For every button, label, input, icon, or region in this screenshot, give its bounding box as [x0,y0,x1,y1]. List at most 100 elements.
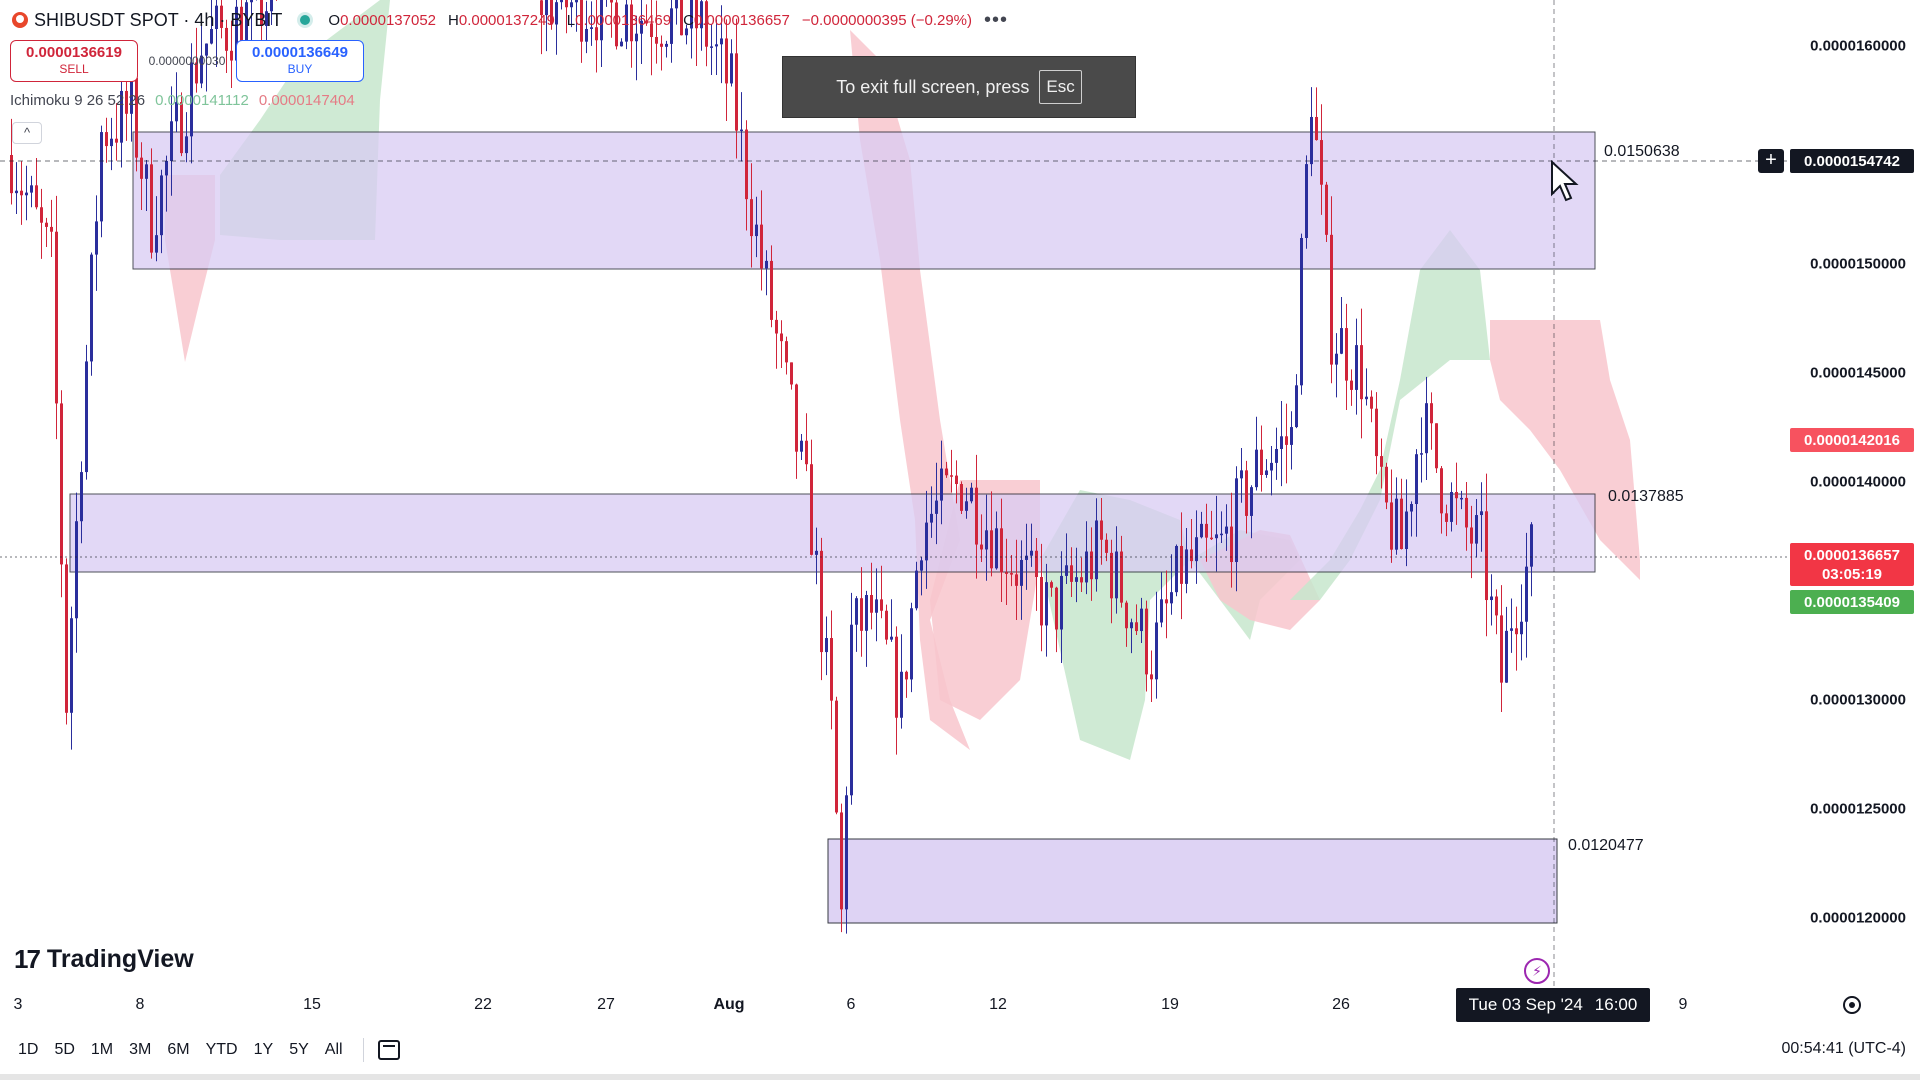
candle-body [1320,140,1323,185]
candle-body [880,599,883,611]
candle-body [930,513,933,523]
candle-body [150,164,153,253]
candle-body [1260,449,1263,475]
indicator-legend[interactable]: Ichimoku 9 26 52 26 0.0000141112 0.00001… [10,92,355,109]
candle-body [1310,116,1313,165]
candle-body [855,598,858,625]
candle-body [1115,551,1118,599]
candle-body [110,138,113,147]
candle-body [1280,436,1283,449]
time-axis[interactable]: Tue 03 Sep '24 16:00 3 8 15 22 27 Aug 6 12 19 26 9 [0,988,1920,1024]
more-icon[interactable]: ••• [984,8,1009,31]
candle-body [1460,497,1463,500]
bottom-divider [0,1074,1920,1080]
candle-body [1010,573,1013,575]
range-button-1d[interactable]: 1D [18,1041,39,1058]
candle-body [1055,587,1058,630]
candle-body [165,160,168,176]
candle-body [1355,345,1358,390]
calendar-range-icon[interactable] [377,1040,400,1060]
price-chart[interactable] [0,0,1788,988]
candle-body [870,595,873,613]
candle-body [1380,456,1383,467]
range-button-5y[interactable]: 5Y [289,1041,309,1058]
candle-body [945,468,948,476]
candle-body [1190,549,1193,562]
candle-body [800,440,803,452]
candle-body [590,27,593,29]
buy-button[interactable]: 0.0000136649 BUY [236,40,364,82]
candle-body [1350,380,1353,390]
candle-body [1410,504,1413,512]
collapse-icon[interactable]: ^ [12,122,42,144]
range-button-6m[interactable]: 6M [167,1041,190,1058]
candle-body [1445,513,1448,522]
candle-body [690,0,693,29]
range-button-5d[interactable]: 5D [54,1041,75,1058]
toolbar-divider [362,1038,364,1062]
crosshair-date: Tue 03 Sep '24 [1468,995,1583,1014]
candle-body [905,671,908,680]
range-button-1m[interactable]: 1M [90,1041,114,1058]
candle-body [795,384,798,452]
sell-button[interactable]: 0.0000136619 SELL [10,40,138,82]
candle-body [1440,468,1443,514]
ohlc-open: O0.0000137052 [328,11,437,29]
candle-body [1470,527,1473,544]
symbol-title[interactable]: SHIBUSDT SPOT · 4h · BYBIT [34,9,283,30]
candle-body [985,530,988,550]
candle-body [1455,492,1458,499]
range-button-ytd[interactable]: YTD [205,1041,238,1058]
candle-body [935,500,938,514]
candle-body [1065,565,1068,576]
candle-body [595,27,598,41]
candle-body [780,333,783,342]
chart-pane[interactable]: SHIBUSDT SPOT · 4h · BYBIT O0.0000137052… [0,0,1788,988]
candle-body [750,199,753,237]
candle-body [1415,454,1418,505]
crosshair-plus-icon[interactable]: + [1758,149,1784,173]
candle-body [1225,526,1228,534]
candle-body [1150,674,1153,680]
ichimoku-price-tag: 0.0000142016 [1790,428,1914,452]
candle-body [975,487,978,545]
candle-body [675,0,678,9]
candle-body [775,319,778,334]
range-button-3m[interactable]: 3M [129,1041,152,1058]
candle-body [1525,566,1528,622]
candle-body [805,440,808,465]
range-button-1y[interactable]: 1Y [253,1041,274,1058]
timezone-clock[interactable]: 00:54:41 (UTC-4) [1781,1040,1907,1057]
range-button-all[interactable]: All [324,1041,343,1058]
candle-body [575,0,578,3]
candle-body [565,0,568,8]
candle-body [1030,550,1033,556]
crosshair-time: 16:00 [1594,995,1638,1014]
bybit-logo-icon [12,12,28,28]
candle-body [600,0,603,41]
candle-body [755,224,758,237]
candle-body [25,192,28,196]
candle-body [1135,622,1138,632]
candle-body [1075,577,1078,582]
candle-body [135,77,138,158]
candle-body [940,468,943,501]
candle-body [1345,328,1348,381]
candle-body [145,164,148,179]
green-price-tag: 0.0000135409 [1790,590,1914,614]
candle-body [160,175,163,236]
candle-body [740,129,743,132]
candle-body [970,487,973,502]
candle-body [730,53,733,84]
candle-body [60,403,63,565]
settings-gear-icon[interactable] [1843,996,1861,1014]
candle-body [1305,164,1308,239]
lightning-icon[interactable]: ⚡ [1524,958,1550,984]
tradingview-logo[interactable]: 17 TradingView [14,944,194,975]
crosshair-time-tag: Tue 03 Sep '24 16:00 [1456,988,1650,1022]
time-tick-label: 9 [1678,996,1688,1013]
candle-body [1275,448,1278,463]
candle-body [1125,602,1128,629]
zone-top [132,131,1596,270]
candle-body [725,38,728,84]
